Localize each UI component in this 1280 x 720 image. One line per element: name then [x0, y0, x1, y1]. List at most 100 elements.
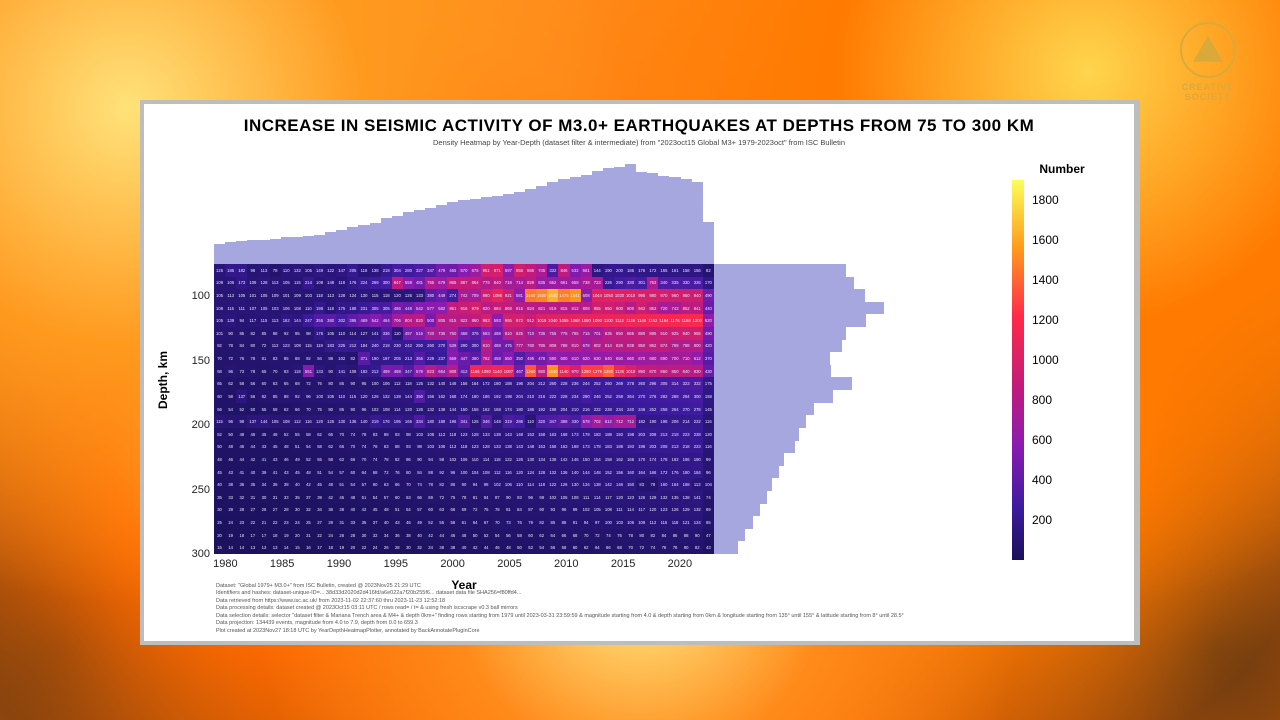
heatmap-cell: 260: [425, 340, 436, 353]
heatmap-cell: 90: [347, 377, 358, 390]
heatmap-cell: 679: [436, 277, 447, 290]
heatmap-cell: 1010: [625, 365, 636, 378]
heatmap-cell: 182: [636, 415, 647, 428]
heatmap-cell: 45: [292, 466, 303, 479]
heatmap-cell: 148: [592, 466, 603, 479]
heatmap-cell: 63: [270, 377, 281, 390]
heatmap-cell: 180: [492, 377, 503, 390]
colorbar-tick: 400: [1032, 473, 1052, 487]
top-hist-bar: [436, 205, 447, 264]
heatmap-cell: 54: [492, 529, 503, 542]
heatmap-cell: 326: [692, 277, 703, 290]
heatmap-cell: 48: [347, 491, 358, 504]
heatmap-cell: 15: [292, 541, 303, 554]
heatmap-cell: 222: [592, 403, 603, 416]
heatmap-cell: 910: [658, 327, 669, 340]
heatmap-cell: 94: [581, 516, 592, 529]
heatmap-cell: 225: [336, 340, 347, 353]
heatmap-cell: 120: [647, 504, 658, 517]
heatmap-cell: 52: [481, 529, 492, 542]
heatmap-cell: 302: [336, 314, 347, 327]
heatmap-cell: 91: [570, 516, 581, 529]
heatmap-cell: 48: [325, 478, 336, 491]
heatmap-cell: 27: [270, 504, 281, 517]
heatmap-cell: 550: [503, 352, 514, 365]
heatmap-cell: 1500: [536, 289, 547, 302]
top-hist-bar: [536, 186, 547, 264]
heatmap-cell: 499: [381, 365, 392, 378]
heatmap-cell: 46: [403, 516, 414, 529]
right-hist-bar: [714, 302, 884, 315]
heatmap-cell: 45: [258, 428, 269, 441]
heatmap-cell: 336: [381, 327, 392, 340]
y-tick: 300: [192, 548, 210, 560]
heatmap-cell: 16: [303, 541, 314, 554]
heatmap-cell: 21: [303, 529, 314, 542]
right-hist-bar: [714, 516, 753, 529]
heatmap-cell: 678: [581, 340, 592, 353]
heatmap-cell: 212: [347, 340, 358, 353]
heatmap-cell: 300: [470, 340, 481, 353]
heatmap-cell: 228: [692, 428, 703, 441]
heatmap-cell: 819: [547, 302, 558, 315]
heatmap-cell: 712: [614, 415, 625, 428]
heatmap-cell: 104: [703, 478, 714, 491]
top-hist-bar: [470, 199, 481, 264]
heatmap-cell: 52: [303, 453, 314, 466]
heatmap-cell: 240: [625, 403, 636, 416]
heatmap-cell: 106: [625, 516, 636, 529]
heatmap-cell: 126: [669, 504, 680, 517]
heatmap-cell: 43: [270, 453, 281, 466]
heatmap-cell: 78: [270, 264, 281, 277]
heatmap-cell: 105: [214, 314, 225, 327]
heatmap-cell: 735: [436, 327, 447, 340]
heatmap-cell: 60: [258, 377, 269, 390]
heatmap-cell: 101: [247, 289, 258, 302]
heatmap-cell: 66: [392, 478, 403, 491]
heatmap-cell: 168: [558, 428, 569, 441]
heatmap-cell: 965: [503, 314, 514, 327]
right-hist-bar: [714, 289, 865, 302]
heatmap-cell: 162: [436, 390, 447, 403]
heatmap-cell: 72: [470, 504, 481, 517]
heatmap-cell: 214: [681, 415, 692, 428]
heatmap-cell: 940: [681, 327, 692, 340]
heatmap-cell: 282: [658, 390, 669, 403]
heatmap-cell: 126: [414, 403, 425, 416]
heatmap-cell: 65: [214, 377, 225, 390]
heatmap-cell: 142: [603, 478, 614, 491]
heatmap-cell: 176: [314, 327, 325, 340]
heatmap-cell: 84: [236, 340, 247, 353]
heatmap-cell: 74: [347, 428, 358, 441]
heatmap-cell: 198: [636, 441, 647, 454]
heatmap-cell: 203: [647, 441, 658, 454]
heatmap-cell: 108: [214, 302, 225, 315]
heatmap-cell: 152: [603, 466, 614, 479]
heatmap-cell: 260: [636, 377, 647, 390]
heatmap-cell: 430: [703, 365, 714, 378]
heatmap-cell: 260: [547, 377, 558, 390]
heatmap-cell: 24: [325, 529, 336, 542]
heatmap-cell: 763: [647, 277, 658, 290]
heatmap-cell: 355: [414, 352, 425, 365]
heatmap-cell: 128: [470, 428, 481, 441]
heatmap-cell: 355: [314, 314, 325, 327]
heatmap-row: 1251851829811378110132105149122147205118…: [214, 264, 714, 277]
heatmap-cell: 62: [325, 441, 336, 454]
heatmap-cell: 84: [514, 504, 525, 517]
heatmap-cell: 98: [247, 264, 258, 277]
heatmap-cell: 125: [470, 415, 481, 428]
heatmap-cell: 269: [370, 277, 381, 290]
top-hist-bar: [525, 189, 536, 264]
heatmap-cell: 158: [681, 264, 692, 277]
heatmap-cell: 20: [214, 529, 225, 542]
colorbar-tick: 1200: [1032, 313, 1059, 327]
heatmap-cell: 76: [514, 516, 525, 529]
top-hist-bar: [392, 216, 403, 264]
heatmap-cell: 486: [392, 302, 403, 315]
heatmap-cell: 246: [636, 403, 647, 416]
heatmap-cell: 210: [570, 403, 581, 416]
heatmap-cell: 186: [525, 403, 536, 416]
heatmap-cell: 203: [636, 428, 647, 441]
heatmap-cell: 116: [303, 415, 314, 428]
